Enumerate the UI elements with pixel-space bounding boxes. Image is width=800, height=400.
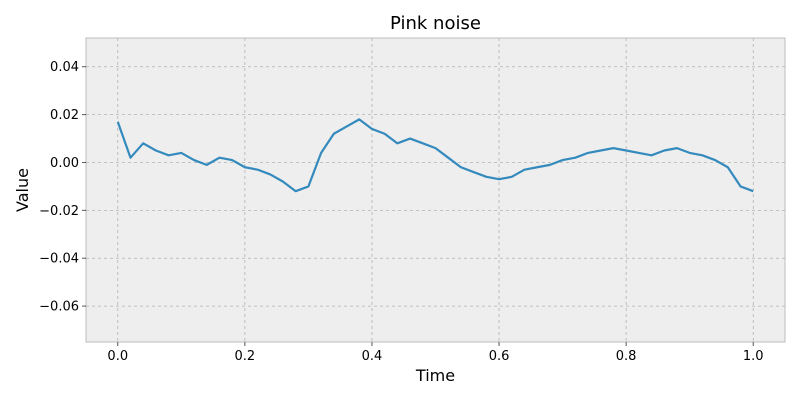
chart-title: Pink noise: [390, 13, 481, 34]
y-axis-label: Value: [13, 168, 32, 212]
y-tick-label: −0.06: [39, 300, 79, 315]
pink-noise-series-line: [116, 118, 754, 193]
x-tick-label: 0.4: [362, 349, 383, 364]
y-tick-label: 0.02: [50, 108, 79, 123]
y-axis-ticks: −0.06 −0.04 −0.02 0.00 0.02 0.04: [39, 60, 86, 315]
y-tick-label: 0.00: [50, 156, 79, 171]
x-tick-label: 1.0: [743, 349, 764, 364]
y-tick-label: −0.02: [39, 204, 79, 219]
x-axis-label: Time: [415, 366, 455, 385]
x-tick-label: 0.0: [107, 349, 128, 364]
x-tick-label: 0.6: [489, 349, 510, 364]
y-tick-label: 0.04: [50, 60, 79, 75]
x-axis-ticks: 0.0 0.2 0.4 0.6 0.8 1.0: [107, 342, 764, 364]
series-group: [116, 118, 754, 193]
grid-lines: [86, 38, 785, 342]
x-tick-label: 0.8: [616, 349, 637, 364]
plot-area: [85, 37, 786, 343]
y-tick-label: −0.04: [39, 252, 79, 267]
x-tick-label: 0.2: [235, 349, 256, 364]
